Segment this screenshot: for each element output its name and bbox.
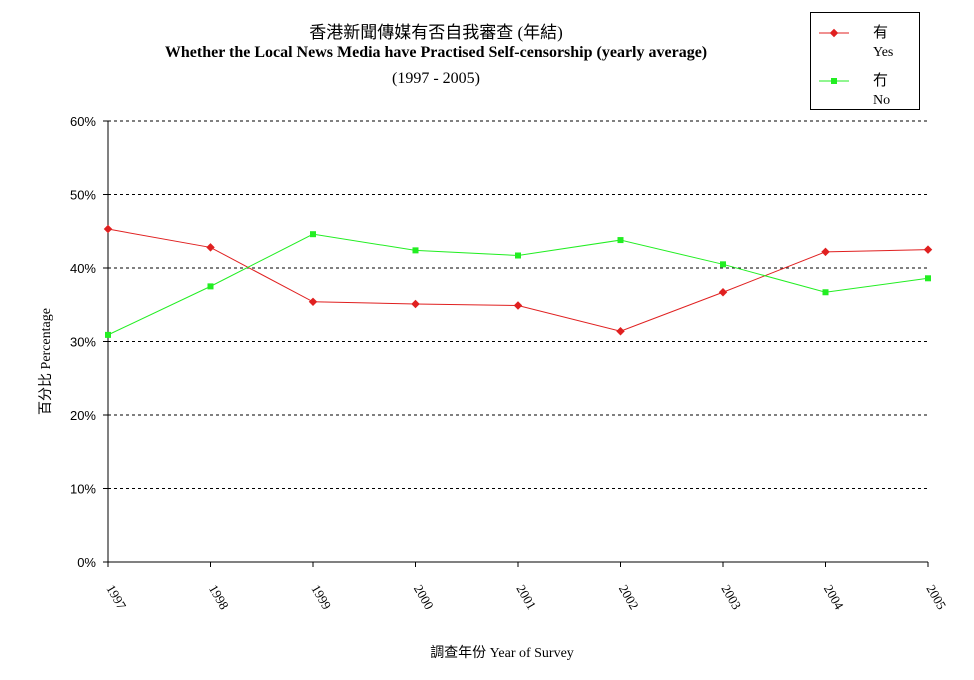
y-tick-label: 60% — [70, 114, 96, 129]
data-point-no — [925, 275, 931, 282]
y-tick-label: 50% — [70, 188, 96, 203]
x-tick-label: 2000 — [411, 582, 437, 612]
legend-no-line-icon — [819, 78, 849, 84]
x-tick-label: 2003 — [718, 582, 744, 612]
series-line-no — [107, 233, 929, 336]
x-tick-label: 1999 — [308, 582, 334, 612]
x-tick-label: 2004 — [821, 582, 847, 612]
y-tick-label: 10% — [70, 482, 96, 497]
data-point-yes — [718, 288, 728, 297]
y-axis-label: 百分比 Percentage — [38, 308, 54, 415]
data-point-no — [720, 261, 726, 268]
chart-year-range: (1997 - 2005) — [392, 70, 480, 87]
legend-item-no: 冇 No — [811, 65, 919, 111]
data-point-no — [822, 289, 829, 296]
x-tick-label: 1997 — [103, 582, 129, 612]
data-point-yes — [923, 245, 933, 254]
y-tick-label: 30% — [70, 335, 96, 350]
legend-yes-label-en: Yes — [873, 45, 894, 60]
data-point-yes — [616, 326, 625, 336]
y-tick-label: 40% — [70, 261, 96, 276]
data-point-no — [310, 231, 316, 238]
legend-no-label-en: No — [873, 93, 891, 108]
data-point-yes — [308, 297, 318, 307]
x-tick-label: 2001 — [513, 582, 539, 612]
data-point-yes — [206, 243, 215, 252]
chart-title: 香港新聞傳媒有否自我審查 (年結) — [309, 23, 563, 42]
x-tick-label: 1998 — [206, 582, 232, 612]
x-tick-label: 2002 — [616, 582, 642, 612]
x-axis-label: 調查年份 Year of Survey — [430, 645, 574, 661]
data-point-yes — [513, 301, 523, 310]
data-point-no — [207, 283, 214, 290]
chart-legend: 有 Yes 冇 No — [810, 12, 920, 110]
legend-yes-label-zh: 有 — [873, 25, 889, 41]
data-point-no — [412, 247, 419, 254]
legend-no-label-zh: 冇 — [873, 73, 889, 89]
chart-subtitle: Whether the Local News Media have Practi… — [164, 44, 708, 61]
legend-item-yes: 有 Yes — [811, 17, 919, 63]
data-point-yes — [103, 224, 113, 234]
data-point-no — [515, 252, 521, 259]
data-point-no — [617, 237, 624, 244]
data-point-no — [105, 331, 111, 338]
series-line-yes — [107, 228, 929, 332]
data-point-yes — [821, 247, 830, 257]
data-point-yes — [411, 299, 420, 309]
y-tick-label: 0% — [77, 555, 96, 570]
y-tick-label: 20% — [70, 408, 96, 423]
x-tick-label: 2005 — [923, 582, 949, 612]
legend-yes-line-icon — [819, 28, 849, 38]
